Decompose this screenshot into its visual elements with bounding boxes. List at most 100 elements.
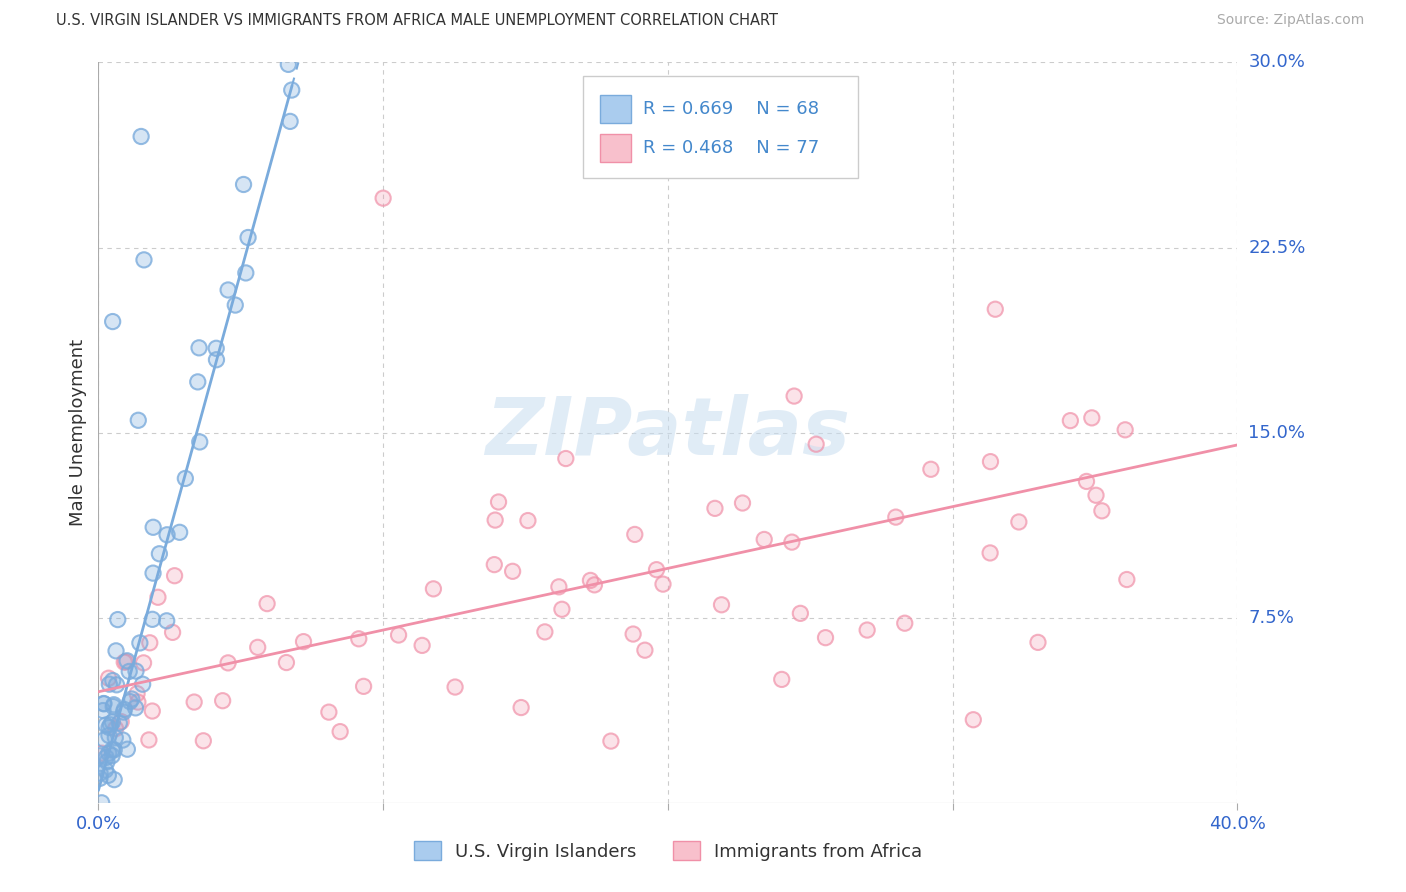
Point [127, 413, 149, 427]
Point [211, 694, 233, 708]
Point [205, 341, 228, 355]
Point [156, 528, 179, 542]
Point [1026, 635, 1049, 649]
Point [353, 679, 375, 693]
Point [98, 721, 121, 735]
Point [139, 636, 162, 650]
Point [97, 746, 120, 760]
Point [98, 677, 121, 691]
Point [600, 734, 623, 748]
Point [129, 129, 152, 144]
Point [353, 679, 375, 693]
Point [387, 628, 409, 642]
Y-axis label: Male Unemployment: Male Unemployment [69, 339, 87, 526]
Point [148, 547, 170, 561]
Point [107, 613, 129, 627]
Text: R = 0.669    N = 68: R = 0.669 N = 68 [643, 100, 818, 118]
Point [121, 692, 143, 706]
Point [112, 655, 135, 669]
Point [814, 631, 837, 645]
Point [89, 766, 111, 780]
Point [623, 527, 645, 541]
Point [373, 191, 395, 205]
Point [128, 636, 150, 650]
Point [534, 624, 557, 639]
Point [188, 434, 211, 449]
Point [94, 718, 117, 732]
Point [101, 673, 124, 688]
Point [224, 298, 246, 312]
Point [101, 314, 124, 328]
Point [516, 514, 538, 528]
Point [132, 656, 155, 670]
Point [710, 598, 733, 612]
Point [89, 772, 111, 786]
Point [516, 514, 538, 528]
Point [127, 413, 149, 427]
Point [117, 742, 139, 756]
Point [103, 698, 125, 712]
Point [554, 451, 576, 466]
Point [962, 713, 984, 727]
Point [187, 375, 209, 389]
Point [1114, 423, 1136, 437]
Point [114, 655, 136, 669]
Point [645, 563, 668, 577]
Point [652, 577, 675, 591]
Point [118, 665, 141, 679]
Point [100, 717, 122, 731]
Text: 22.5%: 22.5% [1249, 238, 1306, 257]
Point [444, 680, 467, 694]
Point [97, 671, 120, 685]
Point [115, 654, 138, 668]
Point [94, 718, 117, 732]
Point [138, 733, 160, 747]
Text: R = 0.468    N = 77: R = 0.468 N = 77 [643, 139, 818, 157]
Text: 30.0%: 30.0% [1249, 54, 1305, 71]
Text: Source: ZipAtlas.com: Source: ZipAtlas.com [1216, 13, 1364, 28]
Point [856, 623, 879, 637]
Point [621, 627, 644, 641]
Point [547, 580, 569, 594]
Point [780, 535, 803, 549]
Point [502, 564, 524, 578]
Point [138, 733, 160, 747]
Point [91, 704, 114, 718]
Point [98, 721, 121, 735]
Point [103, 699, 125, 714]
Point [101, 743, 124, 757]
Point [104, 731, 127, 745]
Point [125, 687, 148, 701]
Point [276, 656, 298, 670]
Point [146, 591, 169, 605]
Point [169, 525, 191, 540]
Point [235, 266, 257, 280]
Point [235, 266, 257, 280]
Point [804, 437, 827, 451]
Point [329, 724, 352, 739]
Point [444, 680, 467, 694]
Point [107, 613, 129, 627]
Point [484, 513, 506, 527]
Point [188, 434, 211, 449]
Point [103, 772, 125, 787]
Point [1081, 410, 1104, 425]
Point [89, 772, 111, 786]
Point [104, 731, 127, 745]
Point [97, 729, 120, 743]
Point [117, 742, 139, 756]
Point [112, 702, 135, 716]
Point [105, 678, 128, 692]
Point [1115, 573, 1137, 587]
Point [979, 455, 1001, 469]
Point [96, 750, 118, 764]
Point [789, 607, 811, 621]
Point [224, 298, 246, 312]
Point [97, 746, 120, 760]
Point [579, 574, 602, 588]
Point [187, 375, 209, 389]
Point [783, 389, 806, 403]
Point [132, 252, 155, 267]
Point [1059, 414, 1081, 428]
Point [422, 582, 444, 596]
